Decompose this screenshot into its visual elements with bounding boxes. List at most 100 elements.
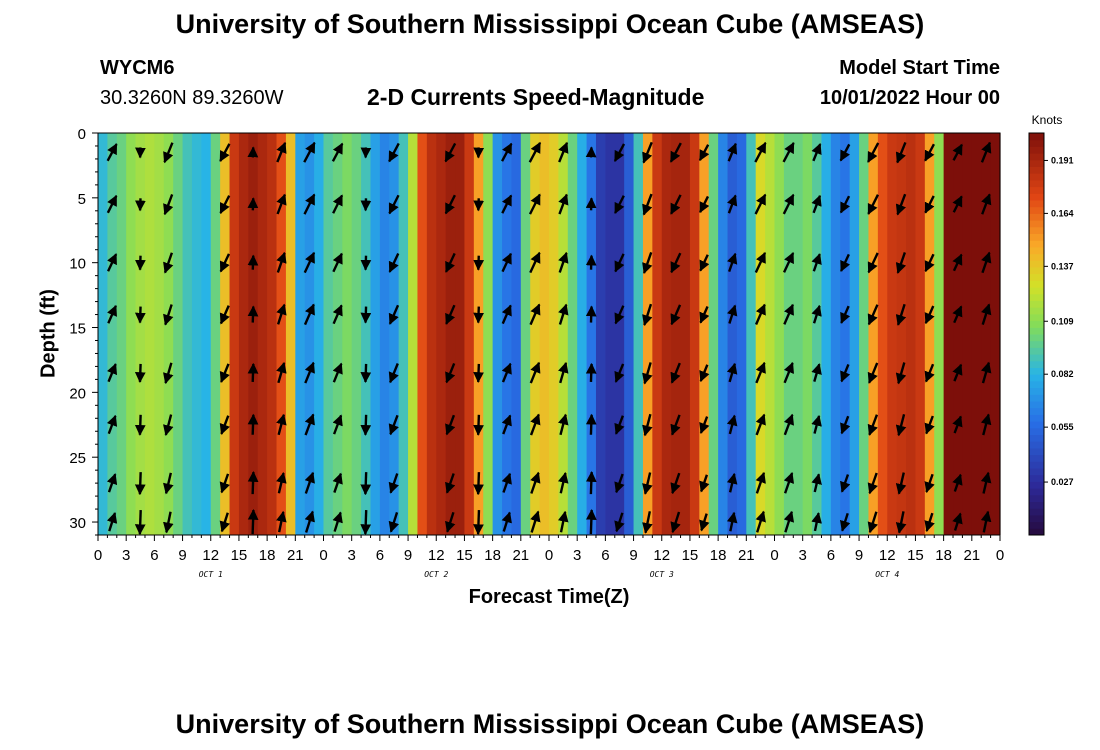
heatmap-cell xyxy=(962,133,973,535)
current-vector-arrow xyxy=(867,362,879,384)
heatmap-cell xyxy=(953,133,964,535)
heatmap-cell xyxy=(116,133,127,535)
colorbar-segment xyxy=(1029,293,1044,301)
axes: 0 3 6 9 12 15 18 21 0 3 6 9 12 15 18 21 0 3 6 9 12 15 18 21 0 3 6 9… xyxy=(69,126,1004,579)
heatmap-cell xyxy=(699,133,710,535)
chart-title: University of Southern Mississippi Ocean… xyxy=(175,9,925,39)
heatmap-cell xyxy=(144,133,155,535)
current-vector-arrow xyxy=(304,361,315,384)
heatmap-cell xyxy=(267,133,278,535)
current-vector-arrow xyxy=(106,511,118,532)
current-vector-arrow xyxy=(867,142,880,163)
current-vector-arrow xyxy=(219,143,231,163)
current-vector-arrow xyxy=(895,413,907,437)
x-tick-label: 21 xyxy=(512,547,529,564)
current-vector-arrow xyxy=(642,251,653,275)
current-vector-arrow xyxy=(558,303,569,325)
colorbar-tick-label: 0.137 xyxy=(1051,261,1074,271)
current-vector-arrow xyxy=(839,195,851,214)
current-vector-arrow xyxy=(952,195,963,213)
heatmap-cell xyxy=(746,133,757,535)
current-vector-arrow xyxy=(303,193,316,215)
colorbar-tick-label: 0.082 xyxy=(1051,369,1074,379)
current-vector-arrow xyxy=(106,143,118,162)
current-vector-arrow xyxy=(867,414,879,436)
current-vector-arrow xyxy=(473,363,484,383)
x-tick-label: 15 xyxy=(907,547,924,564)
heatmap-cell xyxy=(455,133,466,535)
heatmap-cell xyxy=(389,133,400,535)
heatmap-cell xyxy=(774,133,785,535)
current-vector-arrow xyxy=(106,414,118,435)
colorbar-segment xyxy=(1029,253,1044,261)
current-vector-arrow xyxy=(163,194,174,216)
current-vector-arrow xyxy=(782,142,795,163)
current-vector-arrow xyxy=(529,361,541,384)
x-tick-label: 9 xyxy=(855,547,863,564)
current-vector-arrow xyxy=(445,473,456,494)
heatmap-cell xyxy=(502,133,513,535)
colorbar-segment xyxy=(1029,307,1044,315)
current-vector-arrow xyxy=(388,142,400,163)
heatmap-cell xyxy=(981,133,992,535)
heatmap-cell xyxy=(248,133,259,535)
heatmap-cell xyxy=(464,133,475,535)
current-vector-arrow xyxy=(585,508,597,535)
colorbar-segment xyxy=(1029,528,1044,536)
x-tick-label: 15 xyxy=(456,547,473,564)
current-vector-arrow xyxy=(924,143,935,162)
current-vector-arrow xyxy=(727,252,738,272)
current-vector-arrow xyxy=(840,305,851,324)
heatmap-cell xyxy=(229,133,240,535)
current-vector-arrow xyxy=(585,305,597,323)
current-vector-arrow xyxy=(558,361,569,384)
current-vector-arrow xyxy=(558,251,569,273)
current-vector-arrow xyxy=(783,303,794,325)
current-vector-arrow xyxy=(219,195,231,215)
current-vector-arrow xyxy=(839,512,851,532)
colorbar-segment xyxy=(1029,494,1044,502)
y-tick-label: 25 xyxy=(69,450,86,467)
current-vector-arrow xyxy=(614,363,625,383)
current-vector-arrow xyxy=(219,473,230,494)
heatmap-cell xyxy=(417,133,428,535)
x-tick-label: 3 xyxy=(348,547,356,564)
current-vector-arrow xyxy=(473,509,484,536)
current-vector-arrow xyxy=(530,471,541,494)
x-axis-label: Forecast Time(Z) xyxy=(468,586,630,608)
current-vector-arrow xyxy=(163,252,174,274)
current-vector-arrow xyxy=(585,471,597,495)
current-vector-arrow xyxy=(754,251,767,274)
heatmap-cell xyxy=(530,133,541,535)
heatmap-cell xyxy=(577,133,588,535)
current-vector-arrow xyxy=(924,512,935,532)
colorbar-tick-label: 0.191 xyxy=(1051,155,1074,165)
current-vector-arrow xyxy=(924,305,935,325)
heatmap-cell xyxy=(812,133,823,535)
current-vector-arrow xyxy=(247,362,259,382)
x-tick-label: 18 xyxy=(259,547,276,564)
x-tick-label: 12 xyxy=(428,547,445,564)
current-vector-arrow xyxy=(783,471,795,494)
current-vector-arrow xyxy=(585,362,597,382)
chart-subtitle: 2-D Currents Speed-Magnitude xyxy=(367,84,705,110)
colorbar-segment xyxy=(1029,521,1044,529)
current-vector-arrow xyxy=(304,510,315,533)
current-vector-arrow xyxy=(614,253,625,273)
heatmap-cell xyxy=(511,133,522,535)
current-vector-arrow xyxy=(952,415,963,434)
colorbar-segment xyxy=(1029,347,1044,355)
x-tick-label: 0 xyxy=(770,547,778,564)
current-vector-arrow xyxy=(331,142,344,162)
current-vector-arrow xyxy=(867,194,880,215)
current-vector-arrow xyxy=(670,194,682,215)
current-vector-arrow xyxy=(585,413,597,435)
current-vector-arrow xyxy=(952,305,963,324)
x-tick-label: 12 xyxy=(202,547,219,564)
current-vector-arrow xyxy=(614,415,625,435)
current-vector-arrow xyxy=(782,193,795,215)
current-vector-arrow xyxy=(501,472,512,493)
heatmap-cell xyxy=(107,133,118,535)
heatmap-cell xyxy=(887,133,898,535)
heatmap-cell xyxy=(990,133,1001,535)
